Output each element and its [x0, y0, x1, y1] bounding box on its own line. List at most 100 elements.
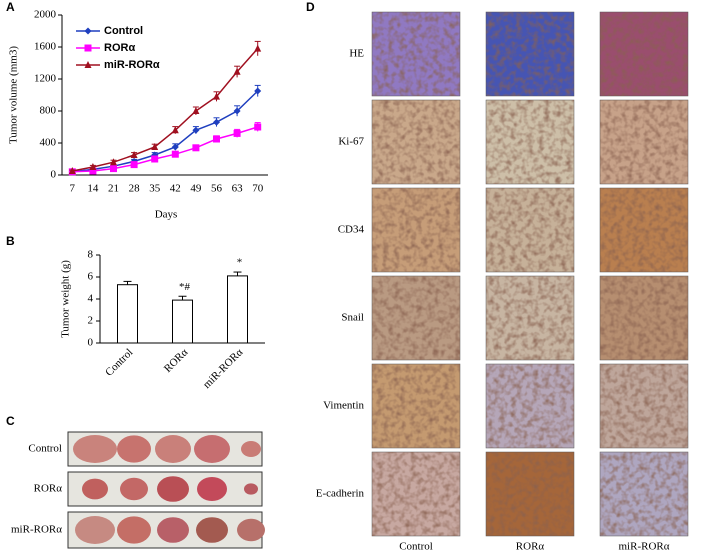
ihc-row-label: HE	[349, 48, 364, 60]
ihc-row-label: CD34	[338, 224, 365, 236]
ihc-column-label: Control	[399, 541, 433, 553]
marker	[254, 44, 262, 52]
marker	[110, 165, 117, 173]
ihc-row-label: Snail	[341, 312, 364, 324]
tumor	[117, 435, 151, 463]
marker	[130, 151, 138, 158]
x-tick-label: miR-RORα	[201, 346, 246, 391]
y-tick-label: 800	[40, 105, 57, 117]
ihc-texture	[600, 364, 688, 448]
x-tick-label: 42	[170, 183, 181, 195]
marker	[89, 163, 97, 170]
legend-label: miR-RORα	[104, 59, 160, 71]
tumor	[120, 477, 148, 501]
ihc-row-label: E-cadherin	[316, 488, 365, 500]
ihc-texture	[486, 100, 574, 184]
marker	[110, 158, 117, 166]
marker	[233, 67, 241, 75]
y-tick-label: 2	[88, 315, 94, 327]
marker	[89, 167, 97, 175]
marker	[171, 143, 179, 151]
ihc-texture	[372, 12, 460, 96]
tumor	[194, 435, 230, 463]
ihc-texture	[600, 452, 688, 536]
x-tick-label: Control	[103, 346, 135, 378]
marker	[233, 129, 241, 137]
marker	[213, 118, 220, 126]
y-tick-label: 2000	[34, 9, 57, 21]
ihc-texture	[486, 364, 574, 448]
y-tick-label: 1600	[34, 41, 57, 53]
y-tick-label: 6	[88, 271, 94, 283]
y-tick-label: 400	[40, 137, 57, 149]
x-tick-label: 21	[108, 183, 119, 195]
x-axis-title: Days	[155, 209, 178, 221]
marker	[151, 155, 159, 163]
ihc-texture	[486, 12, 574, 96]
x-tick-label: 35	[149, 183, 161, 195]
marker	[192, 107, 200, 114]
marker	[213, 92, 220, 100]
tumor	[244, 483, 258, 495]
legend-marker	[84, 27, 92, 35]
bar	[227, 275, 248, 344]
marker	[151, 143, 159, 150]
x-tick-label: 63	[232, 183, 244, 195]
x-tick-label: 70	[252, 183, 264, 195]
tumor	[237, 518, 265, 542]
tumor	[75, 516, 115, 544]
x-tick-label: RORα	[162, 346, 191, 375]
marker	[192, 144, 200, 152]
marker	[130, 161, 138, 169]
y-tick-label: 8	[88, 249, 94, 261]
y-tick-label: 1200	[34, 73, 57, 85]
ihc-column-label: RORα	[516, 541, 545, 553]
bar	[172, 299, 193, 344]
marker	[213, 135, 220, 143]
ihc-texture	[372, 364, 460, 448]
panel-label: A	[6, 0, 15, 14]
marker	[192, 126, 200, 134]
ihc-texture	[486, 188, 574, 272]
series-line	[72, 126, 258, 173]
panel-label: C	[6, 414, 15, 428]
y-tick-label: 4	[88, 293, 94, 305]
marker	[68, 167, 76, 174]
y-axis-title: Tumor volume (mm3)	[8, 46, 20, 144]
ihc-texture	[372, 100, 460, 184]
ihc-texture	[600, 12, 688, 96]
legend-label: RORα	[104, 42, 135, 54]
legend-marker	[84, 61, 92, 68]
marker	[254, 123, 262, 131]
ihc-texture	[600, 100, 688, 184]
photo-row-label: RORα	[34, 483, 63, 495]
ihc-texture	[486, 276, 574, 360]
tumor	[196, 517, 228, 543]
ihc-row-label: Ki-67	[338, 136, 364, 148]
tumor	[117, 516, 151, 544]
tumor	[155, 435, 191, 463]
photo-row-label: miR-RORα	[11, 524, 62, 536]
tumor	[157, 517, 189, 543]
panel-label: B	[6, 234, 15, 248]
legend-label: Control	[104, 25, 143, 37]
series-line	[72, 48, 259, 172]
y-tick-label: 0	[88, 337, 94, 349]
marker	[171, 126, 179, 134]
ihc-texture	[372, 276, 460, 360]
ihc-column-label: miR-RORα	[619, 541, 670, 553]
x-tick-label: 28	[129, 183, 141, 195]
x-tick-label: 7	[70, 183, 76, 195]
ihc-texture	[372, 452, 460, 536]
series-line	[72, 90, 259, 173]
y-tick-label: 0	[51, 169, 57, 181]
panel-label: D	[306, 0, 315, 14]
tumor	[82, 478, 108, 500]
ihc-texture	[372, 188, 460, 272]
ihc-texture	[600, 276, 688, 360]
bar	[117, 284, 138, 344]
tumor	[157, 476, 189, 502]
marker	[233, 107, 241, 115]
ihc-texture	[486, 452, 574, 536]
